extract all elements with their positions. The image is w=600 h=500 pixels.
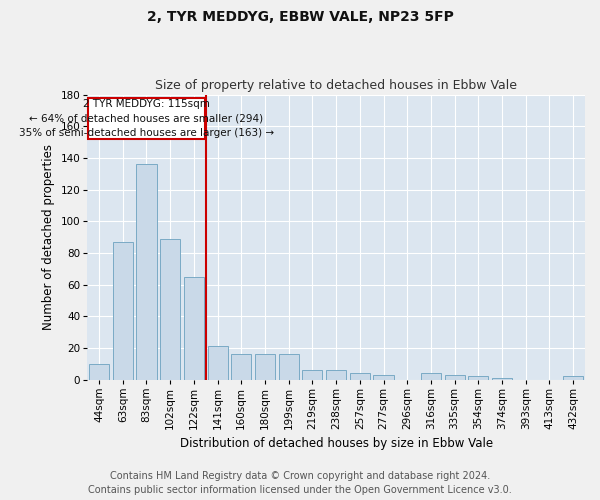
X-axis label: Distribution of detached houses by size in Ebbw Vale: Distribution of detached houses by size … — [179, 437, 493, 450]
Bar — [445, 375, 464, 380]
Bar — [255, 354, 275, 380]
Bar — [160, 238, 180, 380]
Text: Contains HM Land Registry data © Crown copyright and database right 2024.
Contai: Contains HM Land Registry data © Crown c… — [88, 471, 512, 495]
Bar — [326, 370, 346, 380]
Bar — [468, 376, 488, 380]
Bar — [208, 346, 227, 380]
Bar — [184, 276, 204, 380]
Title: Size of property relative to detached houses in Ebbw Vale: Size of property relative to detached ho… — [155, 79, 517, 92]
Bar — [231, 354, 251, 380]
Text: 2, TYR MEDDYG, EBBW VALE, NP23 5FP: 2, TYR MEDDYG, EBBW VALE, NP23 5FP — [146, 10, 454, 24]
Y-axis label: Number of detached properties: Number of detached properties — [42, 144, 55, 330]
Bar — [373, 375, 394, 380]
Bar — [350, 374, 370, 380]
Bar — [136, 164, 157, 380]
Bar — [563, 376, 583, 380]
Bar — [492, 378, 512, 380]
Bar — [421, 374, 441, 380]
Bar — [278, 354, 299, 380]
FancyBboxPatch shape — [88, 98, 205, 139]
Text: 2 TYR MEDDYG: 115sqm
← 64% of detached houses are smaller (294)
35% of semi-deta: 2 TYR MEDDYG: 115sqm ← 64% of detached h… — [19, 98, 274, 138]
Bar — [89, 364, 109, 380]
Bar — [113, 242, 133, 380]
Bar — [302, 370, 322, 380]
